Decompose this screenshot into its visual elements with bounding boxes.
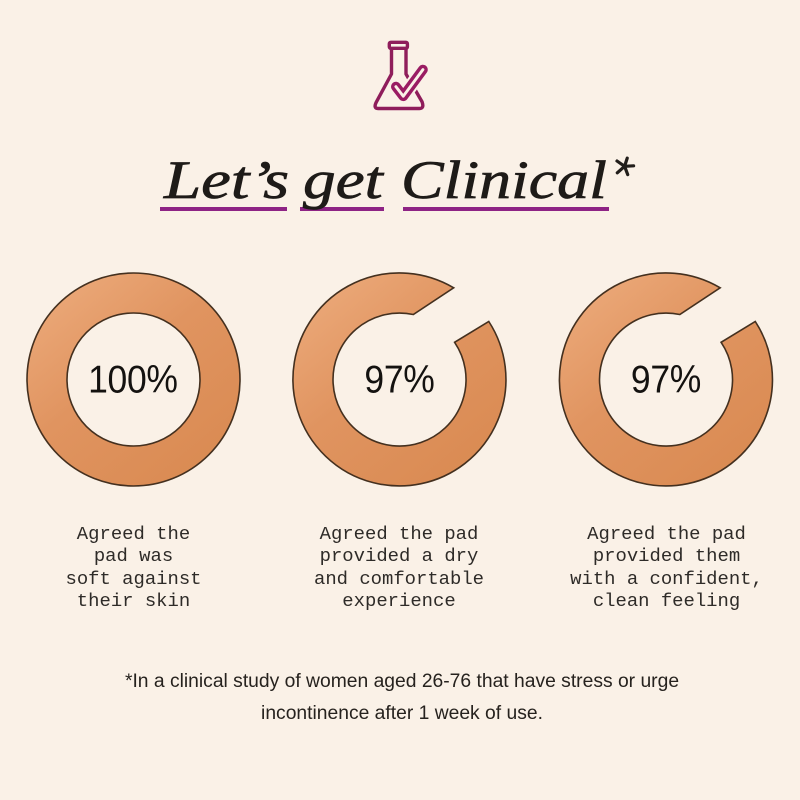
svg-text:100%: 100% (88, 357, 178, 401)
svg-text:97%: 97% (631, 357, 701, 401)
svg-text:97%: 97% (364, 357, 434, 401)
